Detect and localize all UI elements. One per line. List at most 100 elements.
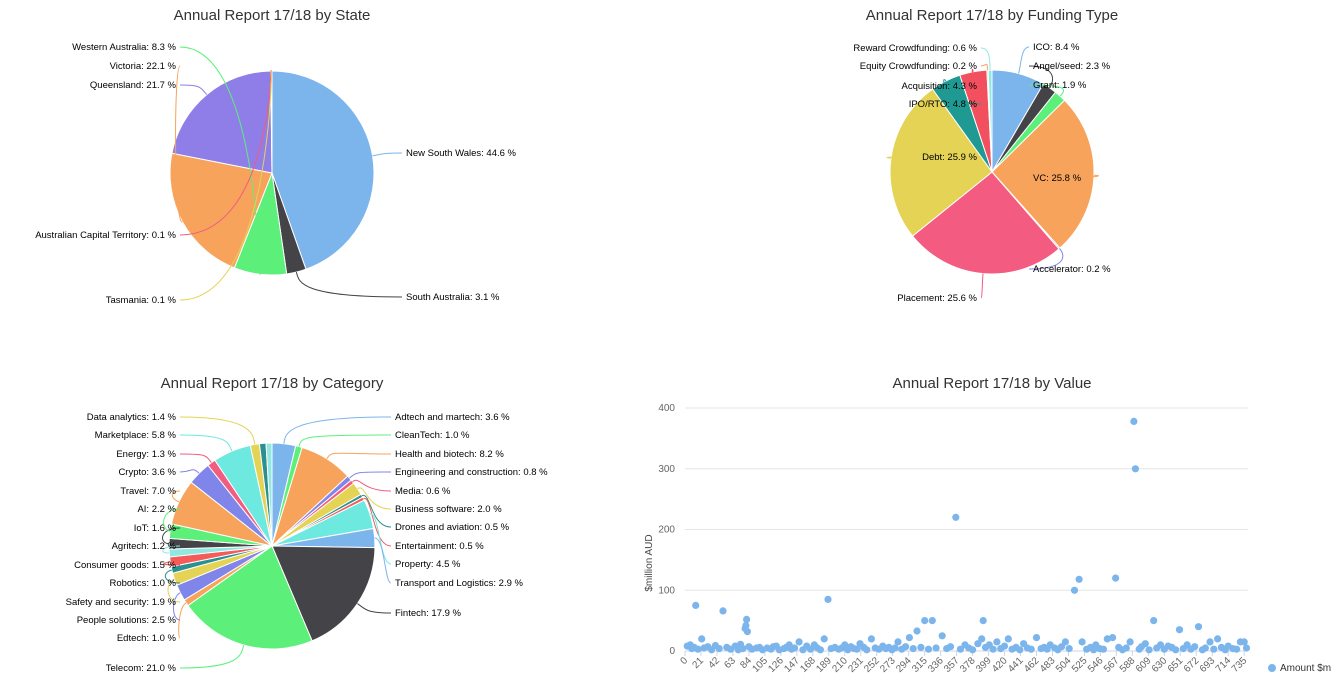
scatter-point[interactable] (905, 634, 913, 642)
scatter-point[interactable] (1027, 645, 1035, 653)
pie-slice-telecom[interactable] (187, 545, 313, 650)
scatter-point[interactable] (806, 645, 815, 653)
scatter-point[interactable] (1145, 646, 1153, 654)
scatter-point[interactable] (1078, 638, 1086, 646)
scatter-point[interactable] (979, 617, 987, 625)
chart-title: Annual Report 17/18 by State (174, 7, 371, 24)
scatter-point[interactable] (921, 617, 929, 625)
scatter-point[interactable] (694, 645, 702, 653)
connector-ai (163, 508, 181, 532)
scatter-point[interactable] (1032, 634, 1041, 642)
pie-slice-fintech[interactable] (271, 545, 376, 642)
scatter-point[interactable] (924, 645, 933, 653)
scatter-point[interactable] (1194, 623, 1203, 631)
scatter-point[interactable] (698, 635, 706, 643)
scatter-point[interactable] (928, 617, 936, 625)
scatter-point[interactable] (1137, 643, 1146, 651)
scatter-point[interactable] (1090, 646, 1098, 654)
data-label-accelerator: Accelerator: 0.2 % (1033, 264, 1111, 275)
scatter-point[interactable] (891, 644, 899, 652)
scatter-point[interactable] (867, 635, 875, 643)
scatter-point[interactable] (1000, 642, 1009, 650)
y-tick-label-200: 200 (658, 525, 675, 536)
scatter-point[interactable] (742, 621, 750, 630)
scatter-point[interactable] (743, 615, 751, 623)
scatter-point[interactable] (981, 643, 990, 651)
scatter-point[interactable] (978, 635, 986, 643)
scatter-point[interactable] (1131, 465, 1139, 473)
data-label-data-analytics: Data analytics: 1.4 % (87, 412, 177, 423)
scatter-point[interactable] (894, 638, 902, 646)
scatter-point[interactable] (1242, 644, 1251, 652)
scatter-point[interactable] (956, 645, 964, 653)
scatter-point[interactable] (795, 638, 803, 646)
pie-slice-victoria[interactable] (169, 152, 273, 269)
scatter-point[interactable] (1240, 638, 1248, 646)
scatter-point[interactable] (946, 643, 955, 651)
scatter-point[interactable] (989, 645, 997, 653)
scatter-point[interactable] (1016, 646, 1024, 654)
pie-slice-reward-crowdfunding[interactable] (987, 69, 993, 173)
pie-slice-placement[interactable] (911, 171, 1060, 275)
scatter-point[interactable] (902, 643, 910, 651)
scatter-point[interactable] (952, 513, 960, 521)
scatter-point[interactable] (1191, 643, 1199, 651)
scatter-point[interactable] (1210, 645, 1218, 653)
scatter-point[interactable] (1112, 574, 1120, 582)
connector-grant (1028, 84, 1064, 97)
connector-equity-crowdfunding (980, 63, 988, 71)
scatter-point[interactable] (1172, 646, 1180, 654)
scatter-point[interactable] (863, 646, 871, 654)
scatter-point[interactable] (719, 607, 727, 615)
scatter-point[interactable] (1070, 586, 1079, 594)
scatter-point[interactable] (1206, 638, 1214, 646)
scatter-point[interactable] (909, 645, 917, 653)
connector-ipo-rto (943, 79, 982, 105)
scatter-point[interactable] (692, 601, 700, 609)
pie-slice-debt[interactable] (889, 88, 993, 237)
scatter-point[interactable] (715, 645, 723, 653)
scatter-point[interactable] (1175, 626, 1184, 634)
y-tick-label-0: 0 (669, 646, 675, 657)
scatter-point[interactable] (1058, 643, 1066, 651)
scatter-point[interactable] (938, 632, 946, 640)
scatter-point[interactable] (1065, 645, 1073, 653)
scatter-point[interactable] (1043, 645, 1051, 653)
scatter-point[interactable] (769, 643, 777, 651)
scatter-point[interactable] (816, 646, 824, 654)
scatter-point[interactable] (1201, 644, 1209, 652)
scatter-point[interactable] (974, 640, 982, 648)
scatter-point[interactable] (917, 643, 925, 651)
scatter-point[interactable] (1126, 638, 1134, 646)
scatter-point[interactable] (875, 645, 883, 653)
scatter-point[interactable] (1150, 617, 1158, 625)
scatter-point[interactable] (824, 595, 832, 603)
scatter-point[interactable] (1214, 635, 1222, 643)
scatter-point[interactable] (1179, 645, 1187, 653)
scatter-point[interactable] (748, 645, 756, 653)
scatter-point[interactable] (1061, 638, 1069, 646)
scatter-point[interactable] (1160, 645, 1168, 653)
data-label-consumer-goods: Consumer goods: 1.5 % (74, 560, 176, 571)
scatter-point[interactable] (993, 638, 1001, 646)
scatter-point[interactable] (853, 645, 861, 653)
scatter-point[interactable] (1221, 646, 1229, 654)
legend[interactable]: Amount $m (1268, 663, 1331, 674)
scatter-point[interactable] (969, 646, 977, 654)
scatter-point[interactable] (1004, 635, 1012, 643)
scatter-point[interactable] (1075, 575, 1083, 583)
scatter-point[interactable] (739, 645, 747, 653)
scatter-point[interactable] (1099, 645, 1107, 653)
scatter-point[interactable] (791, 644, 799, 652)
scatter-point[interactable] (932, 644, 940, 652)
scatter-point[interactable] (1153, 644, 1161, 652)
scatter-point[interactable] (1122, 644, 1130, 652)
scatter-point[interactable] (820, 635, 828, 643)
scatter-point[interactable] (1109, 634, 1117, 642)
scatter-point[interactable] (838, 644, 846, 652)
scatter-point[interactable] (1130, 417, 1138, 425)
scatter-point[interactable] (913, 627, 921, 635)
scatter-point[interactable] (743, 628, 751, 636)
pie-slice-other-b[interactable] (265, 442, 273, 547)
scatter-point[interactable] (1233, 645, 1241, 653)
